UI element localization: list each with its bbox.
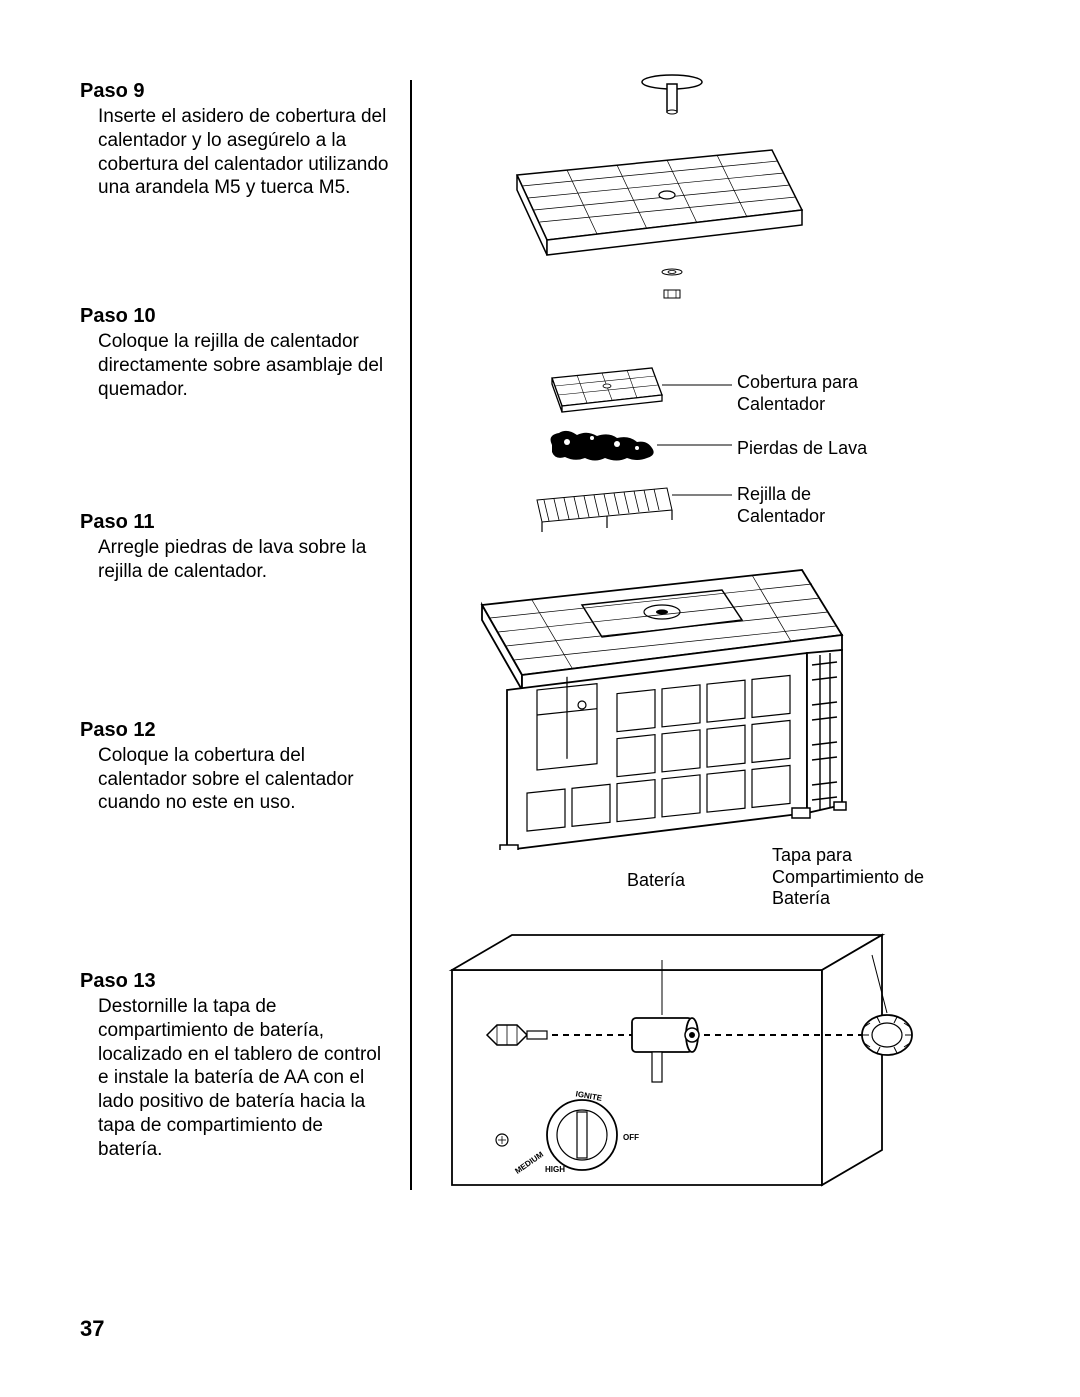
step-title: Paso 12	[80, 719, 390, 742]
step-body: Coloque la rejilla de calentador directa…	[80, 330, 390, 401]
step-12: Paso 12 Coloque la cobertura del calenta…	[80, 719, 390, 815]
step-title: Paso 13	[80, 970, 390, 993]
page-number: 37	[80, 1316, 104, 1342]
step-body: Coloque la cobertura del calentador sobr…	[80, 744, 390, 815]
svg-text:OFF: OFF	[623, 1133, 639, 1142]
diagram-exploded	[452, 360, 752, 540]
step-title: Paso 9	[80, 80, 390, 103]
step-9: Paso 9 Inserte el asidero de cobertura d…	[80, 80, 390, 200]
step-10: Paso 10 Coloque la rejilla de calentador…	[80, 305, 390, 401]
label-cobertura: Cobertura para Calentador	[737, 372, 897, 415]
svg-text:HIGH: HIGH	[545, 1165, 565, 1174]
label-pierdas: Pierdas de Lava	[737, 438, 897, 460]
diagram-battery: IGNITE OFF MEDIUM HIGH	[442, 910, 922, 1190]
diagram-heater-table	[442, 550, 872, 850]
diagram-step9	[472, 70, 822, 310]
label-rejilla: Rejilla de Calentador	[737, 484, 897, 527]
step-title: Paso 11	[80, 511, 390, 534]
diagrams-column: Cobertura para Calentador Pierdas de Lav…	[412, 80, 1000, 1200]
step-title: Paso 10	[80, 305, 390, 328]
step-body: Inserte el asidero de cobertura del cale…	[80, 105, 390, 200]
label-bateria: Batería	[627, 870, 685, 892]
step-11: Paso 11 Arregle piedras de lava sobre la…	[80, 511, 390, 584]
steps-column: Paso 9 Inserte el asidero de cobertura d…	[80, 80, 410, 1200]
step-body: Destornille la tapa de compartimiento de…	[80, 995, 390, 1161]
step-13: Paso 13 Destornille la tapa de compartim…	[80, 970, 390, 1161]
step-body: Arregle piedras de lava sobre la rejilla…	[80, 536, 390, 584]
label-tapa: Tapa para Compartimiento de Batería	[772, 845, 942, 910]
